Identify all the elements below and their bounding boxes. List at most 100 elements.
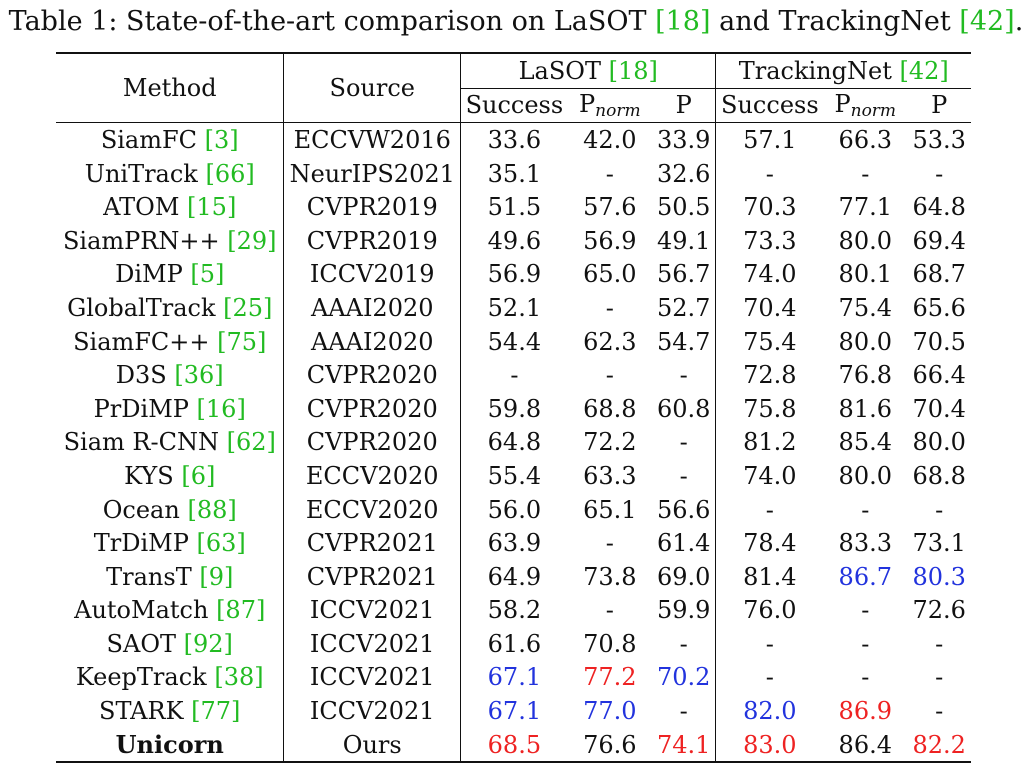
- lasot-pnorm-cell: 42.0: [583, 125, 637, 154]
- method-name: ATOM: [103, 193, 188, 222]
- lasot-p-cell: -: [651, 358, 717, 392]
- lasot-pnorm-cell: 77.2: [583, 663, 637, 692]
- trackingnet-pnorm-cell: 85.4: [838, 428, 892, 457]
- lasot-pnorm-cell: 68.8: [583, 394, 637, 423]
- pnorm-subscript: norm: [595, 100, 641, 121]
- trackingnet-pnorm-cell: 83.3: [838, 529, 892, 558]
- method-citation[interactable]: [87]: [216, 596, 266, 625]
- table-caption: Table 1: State-of-the-art comparison on …: [0, 6, 1032, 37]
- method-name: KeepTrack: [75, 663, 215, 692]
- source-cell: CVPR2019: [283, 190, 461, 224]
- table-row: STARK [77] ICCV2021 67.1 77.0-82.0 86.9-: [56, 694, 971, 728]
- method-name: Ocean: [102, 495, 188, 524]
- lasot-p-cell: 59.9: [651, 593, 717, 628]
- method-citation[interactable]: [38]: [214, 663, 264, 692]
- trackingnet-p-cell: 70.4: [912, 394, 966, 423]
- trackingnet-pnorm-header: Pnorm: [823, 88, 908, 124]
- method-citation[interactable]: [88]: [187, 495, 237, 524]
- lasot-pnorm-cell: 73.8: [583, 562, 637, 591]
- lasot-pnorm-cell: -: [605, 361, 614, 390]
- trackingnet-pnorm-cell: 76.8: [838, 361, 892, 390]
- lasot-p-cell: 32.6: [651, 156, 717, 191]
- trackingnet-pnorm-cell: 80.0: [838, 461, 892, 490]
- method-header: Method: [56, 52, 285, 124]
- method-cell: Unicorn: [56, 727, 285, 764]
- caption-text: Table 1: State-of-the-art comparison on …: [8, 6, 656, 37]
- method-name: GlobalTrack: [67, 293, 224, 322]
- method-citation[interactable]: [77]: [191, 697, 241, 726]
- trackingnet-header-ref[interactable]: [42]: [899, 56, 949, 85]
- method-cell: TrDiMP [63]: [56, 526, 285, 560]
- method-name: SiamPRN++: [62, 226, 228, 255]
- table-row: D3S [36] CVPR2020- - -72.8 76.8 66.4: [56, 358, 971, 392]
- lasot-p-cell: -: [651, 627, 717, 661]
- lasot-pnorm-cell: 65.0: [583, 260, 637, 289]
- method-citation[interactable]: [92]: [183, 629, 233, 658]
- lasot-success-cell: 56.0: [487, 495, 542, 524]
- source-cell: CVPR2021: [283, 526, 461, 560]
- method-citation[interactable]: [25]: [223, 293, 273, 322]
- trackingnet-header-label: TrackingNet: [738, 56, 900, 85]
- pnorm-base: P: [579, 89, 596, 118]
- pnorm-subscript: norm: [850, 100, 897, 121]
- method-citation[interactable]: [36]: [174, 361, 224, 390]
- lasot-p-cell: 49.1: [651, 223, 717, 258]
- table-row: SiamFC++ [75] AAAI2020 54.4 62.3 54.7 75.4 80.…: [56, 324, 971, 359]
- method-citation[interactable]: [9]: [199, 562, 234, 591]
- caption-ref-lasot[interactable]: [18]: [655, 6, 711, 37]
- trackingnet-success-cell: 82.0: [743, 697, 797, 726]
- table-row: SiamPRN++ [29] CVPR2019 49.6 56.9 49.1 73.3 80…: [56, 223, 971, 258]
- lasot-p-cell: 74.1: [651, 727, 717, 764]
- trackingnet-success-cell: 81.4: [743, 562, 797, 591]
- method-citation[interactable]: [5]: [190, 260, 225, 289]
- method-citation[interactable]: [62]: [226, 428, 276, 457]
- comparison-table: Method Source LaSOT [18] TrackingNet [42…: [56, 51, 971, 764]
- source-cell: Ours: [283, 727, 461, 764]
- lasot-p-cell: -: [651, 459, 717, 493]
- method-citation[interactable]: [3]: [204, 125, 239, 154]
- lasot-p-cell: 52.7: [651, 291, 717, 325]
- lasot-success-cell: 59.8: [487, 394, 542, 423]
- method-citation[interactable]: [29]: [227, 226, 277, 255]
- trackingnet-pnorm-cell: 80.0: [838, 226, 892, 255]
- source-cell: CVPR2021: [283, 559, 461, 594]
- source-cell: CVPR2020: [283, 358, 461, 392]
- trackingnet-pnorm-cell: -: [861, 663, 870, 692]
- trackingnet-p-cell: -: [935, 495, 944, 524]
- method-citation[interactable]: [66]: [205, 159, 255, 188]
- lasot-success-cell: 35.1: [487, 159, 542, 188]
- method-citation[interactable]: [16]: [196, 394, 246, 423]
- lasot-pnorm-cell: -: [605, 529, 614, 558]
- method-citation[interactable]: [63]: [196, 529, 246, 558]
- method-name: KYS: [124, 461, 182, 490]
- trackingnet-p-cell: 65.6: [912, 293, 966, 322]
- table-row: TransT [9] CVPR2021 64.9 73.8 69.0 81.4 86.7 80…: [56, 559, 971, 594]
- method-citation[interactable]: [6]: [181, 461, 216, 490]
- trackingnet-success-cell: 75.4: [743, 327, 797, 356]
- source-cell: CVPR2020: [283, 425, 461, 460]
- caption-ref-trackingnet[interactable]: [42]: [959, 6, 1015, 37]
- lasot-p-cell: -: [651, 694, 717, 728]
- trackingnet-success-cell: 76.0: [743, 596, 797, 625]
- trackingnet-p-cell: 70.5: [912, 327, 966, 356]
- trackingnet-success-cell: 73.3: [743, 226, 797, 255]
- lasot-pnorm-cell: 76.6: [567, 727, 652, 764]
- table-row: SiamFC [3] ECCVW2016 33.6 42.0 33.9 57.1 66.3 5…: [56, 122, 971, 157]
- trackingnet-p-cell: 53.3: [912, 125, 966, 154]
- lasot-p-cell: 70.2: [651, 660, 717, 695]
- source-cell: CVPR2019: [283, 223, 461, 258]
- trackingnet-success-cell: 74.0: [743, 260, 797, 289]
- lasot-p-cell: -: [651, 425, 717, 460]
- lasot-success-cell: 61.6: [487, 629, 542, 658]
- method-name: PrDiMP: [93, 394, 197, 423]
- lasot-success-cell: 58.2: [487, 596, 542, 625]
- table-body: SiamFC [3] ECCVW2016 33.6 42.0 33.9 57.1 66.3 5…: [56, 122, 971, 764]
- source-cell: ICCV2021: [283, 627, 461, 661]
- lasot-success-cell: 49.6: [487, 226, 542, 255]
- lasot-header-ref[interactable]: [18]: [608, 56, 658, 85]
- method-citation[interactable]: [75]: [217, 327, 267, 356]
- method-name: Unicorn: [115, 730, 224, 760]
- table-row: Unicorn Ours 68.5 76.6 74.1 83.0 86.4 82.2: [56, 727, 971, 764]
- lasot-pnorm-cell: 72.2: [583, 428, 637, 457]
- method-citation[interactable]: [15]: [187, 193, 237, 222]
